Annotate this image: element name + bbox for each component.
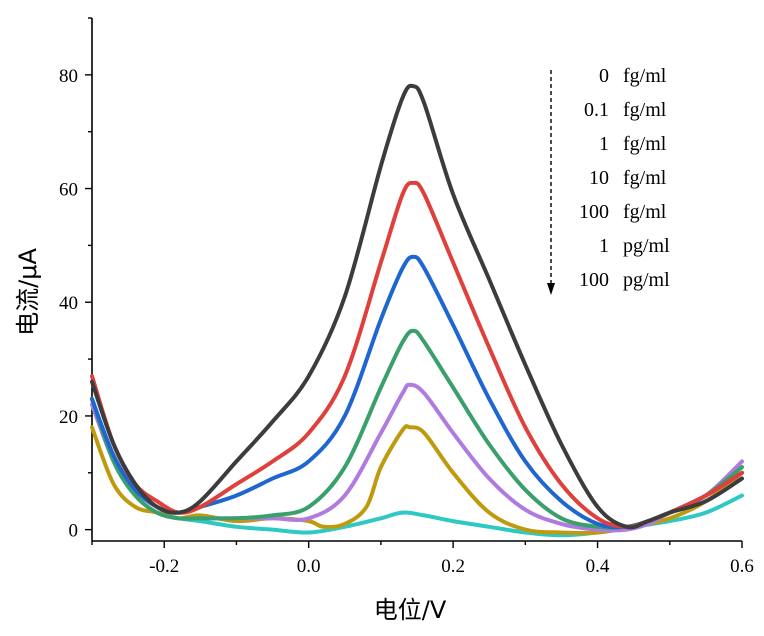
series-layer	[90, 83, 744, 538]
series-line-2	[90, 254, 744, 530]
y-tick-label: 40	[59, 293, 78, 314]
x-tick-label: 0.6	[730, 556, 754, 577]
legend-unit: fg/ml	[623, 133, 667, 155]
legend-unit: pg/ml	[623, 269, 670, 291]
y-tick-label: 80	[59, 66, 78, 87]
legend-arrow-head	[547, 283, 555, 295]
x-tick-label: -0.2	[149, 556, 179, 577]
legend-value: 100	[579, 269, 609, 291]
y-tick-label: 0	[69, 521, 79, 542]
x-tick-label: 0.4	[586, 556, 610, 577]
legend-unit: fg/ml	[623, 201, 667, 223]
legend-value: 0.1	[584, 99, 609, 121]
legend-unit: fg/ml	[623, 65, 667, 87]
legend-value: 10	[589, 167, 609, 189]
legend-unit: pg/ml	[623, 235, 670, 257]
series-line-0	[90, 83, 744, 530]
x-axis-title: 电位/V	[374, 596, 447, 624]
legend-value: 1	[599, 133, 609, 155]
legend-unit: fg/ml	[623, 99, 667, 121]
y-axis-title: 电流/μA	[14, 248, 42, 336]
legend-unit: fg/ml	[623, 167, 667, 189]
x-tick-label: 0.0	[297, 556, 321, 577]
y-tick-label: 20	[59, 407, 78, 428]
y-tick-label: 60	[59, 180, 78, 201]
legend: 0 fg/ml 0.1 fg/ml 1 fg/ml 10 fg/ml 100 fg/ml 1 pg/m…	[547, 65, 670, 295]
plot-axes: -0.2 0.0 0.2 0.4 0.6 0 20 40 60 80	[59, 17, 754, 577]
legend-value: 0	[599, 65, 609, 87]
legend-value: 100	[579, 201, 609, 223]
legend-value: 1	[599, 235, 609, 257]
x-tick-label: 0.2	[441, 556, 465, 577]
